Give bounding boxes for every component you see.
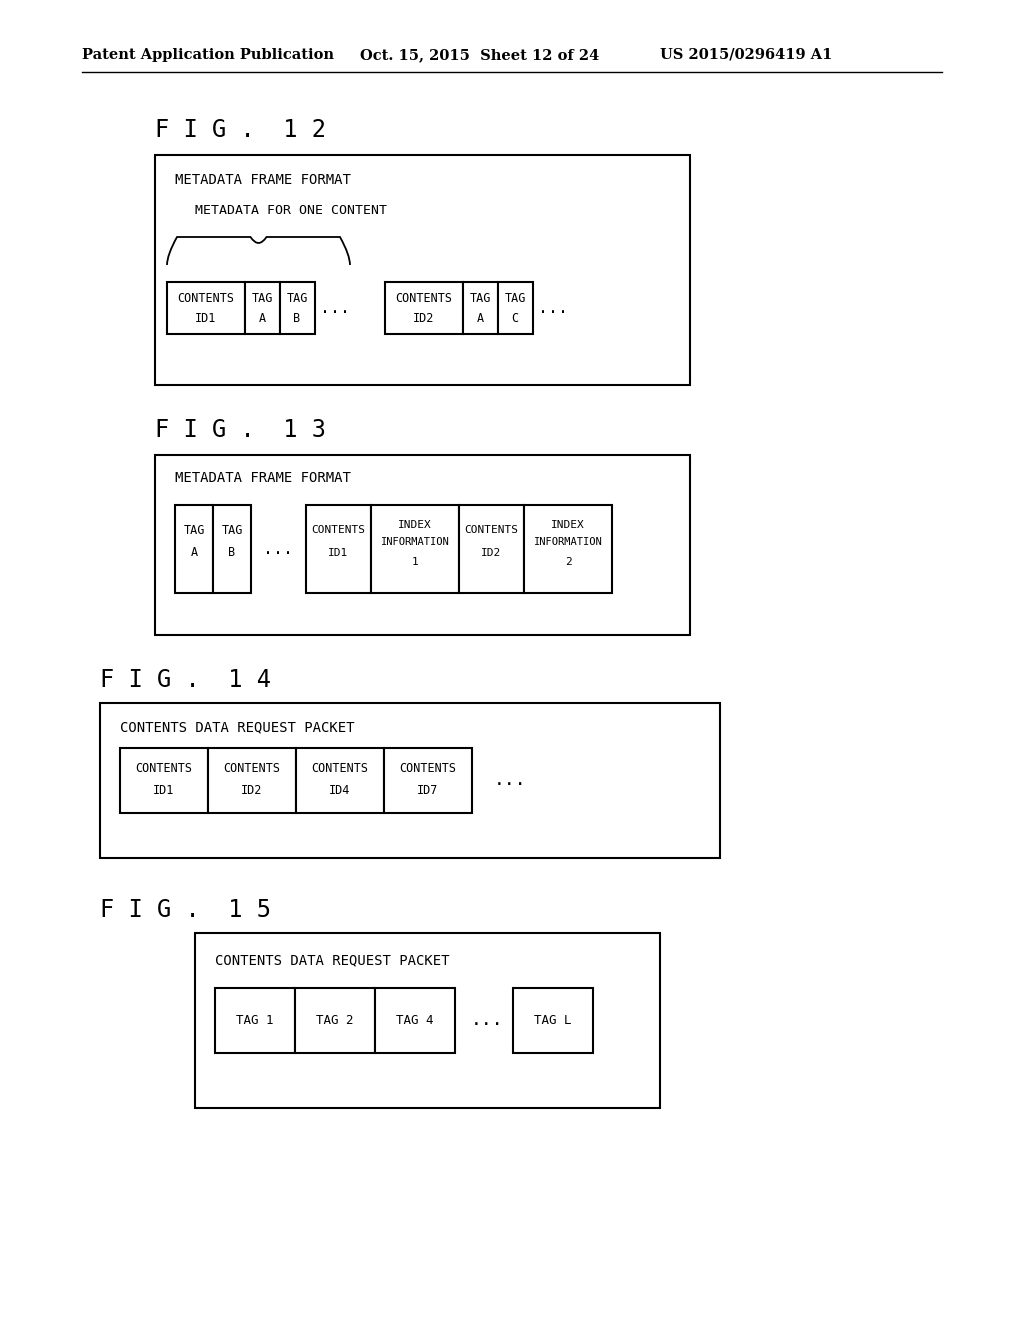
Text: CONTENTS: CONTENTS: [311, 762, 369, 775]
Text: ID1: ID1: [154, 784, 175, 796]
Text: METADATA FRAME FORMAT: METADATA FRAME FORMAT: [175, 173, 351, 187]
Text: INDEX: INDEX: [551, 520, 585, 531]
Text: TAG L: TAG L: [535, 1014, 571, 1027]
Text: TAG: TAG: [183, 524, 205, 536]
Text: INDEX: INDEX: [398, 520, 432, 531]
Text: ID2: ID2: [242, 784, 263, 796]
Bar: [385, 282, 463, 334]
Text: INFORMATION: INFORMATION: [381, 537, 450, 546]
Text: A: A: [190, 546, 198, 560]
Text: CONTENTS: CONTENTS: [135, 762, 193, 775]
Bar: [208, 748, 296, 813]
Text: A: A: [476, 312, 483, 325]
Bar: [295, 987, 375, 1053]
Text: TAG 2: TAG 2: [316, 1014, 353, 1027]
Text: CONTENTS: CONTENTS: [464, 525, 518, 535]
Text: Oct. 15, 2015  Sheet 12 of 24: Oct. 15, 2015 Sheet 12 of 24: [360, 48, 599, 62]
Text: TAG: TAG: [469, 293, 490, 305]
Text: ID7: ID7: [418, 784, 438, 796]
Bar: [195, 933, 660, 1107]
Text: TAG: TAG: [221, 524, 243, 536]
Text: 2: 2: [564, 557, 571, 568]
Text: CONTENTS: CONTENTS: [311, 525, 365, 535]
Bar: [213, 506, 251, 593]
Text: METADATA FOR ONE CONTENT: METADATA FOR ONE CONTENT: [195, 203, 387, 216]
Text: US 2015/0296419 A1: US 2015/0296419 A1: [660, 48, 833, 62]
Text: F I G .  1 5: F I G . 1 5: [100, 898, 271, 921]
Text: ID4: ID4: [330, 784, 350, 796]
Bar: [384, 748, 472, 813]
Bar: [215, 987, 295, 1053]
Text: CONTENTS DATA REQUEST PACKET: CONTENTS DATA REQUEST PACKET: [120, 719, 354, 734]
Text: ...: ...: [471, 1011, 504, 1030]
Bar: [245, 282, 280, 334]
Bar: [155, 455, 690, 635]
Text: TAG 1: TAG 1: [237, 1014, 273, 1027]
Bar: [459, 506, 524, 593]
Bar: [175, 506, 213, 593]
Text: C: C: [511, 312, 518, 325]
Text: CONTENTS: CONTENTS: [223, 762, 281, 775]
Text: ID2: ID2: [481, 548, 501, 558]
Text: CONTENTS: CONTENTS: [399, 762, 457, 775]
Bar: [155, 154, 690, 385]
Bar: [280, 282, 315, 334]
Text: F I G .  1 3: F I G . 1 3: [155, 418, 326, 442]
Text: CONTENTS DATA REQUEST PACKET: CONTENTS DATA REQUEST PACKET: [215, 953, 450, 968]
Bar: [167, 282, 245, 334]
Text: ID1: ID1: [328, 548, 348, 558]
Text: F I G .  1 2: F I G . 1 2: [155, 117, 326, 143]
Text: ...: ...: [494, 771, 526, 789]
Bar: [463, 282, 498, 334]
Bar: [498, 282, 534, 334]
Text: CONTENTS: CONTENTS: [395, 293, 453, 305]
Bar: [375, 987, 455, 1053]
Text: Patent Application Publication: Patent Application Publication: [82, 48, 334, 62]
Text: ID1: ID1: [196, 312, 217, 325]
Bar: [306, 506, 371, 593]
Text: B: B: [228, 546, 236, 560]
Bar: [524, 506, 612, 593]
Bar: [371, 506, 459, 593]
Text: ...: ...: [319, 300, 350, 317]
Text: METADATA FRAME FORMAT: METADATA FRAME FORMAT: [175, 471, 351, 484]
Text: INFORMATION: INFORMATION: [534, 537, 602, 546]
Text: A: A: [258, 312, 265, 325]
Text: TAG: TAG: [287, 293, 307, 305]
Text: ...: ...: [263, 540, 293, 558]
Text: TAG 4: TAG 4: [396, 1014, 434, 1027]
Text: ...: ...: [538, 300, 568, 317]
Text: TAG: TAG: [504, 293, 525, 305]
Text: TAG: TAG: [251, 293, 272, 305]
Bar: [513, 987, 593, 1053]
Text: B: B: [294, 312, 301, 325]
Text: ID2: ID2: [414, 312, 434, 325]
Bar: [120, 748, 208, 813]
Bar: [100, 704, 720, 858]
Text: CONTENTS: CONTENTS: [177, 293, 234, 305]
Bar: [296, 748, 384, 813]
Text: 1: 1: [412, 557, 419, 568]
Text: F I G .  1 4: F I G . 1 4: [100, 668, 271, 692]
